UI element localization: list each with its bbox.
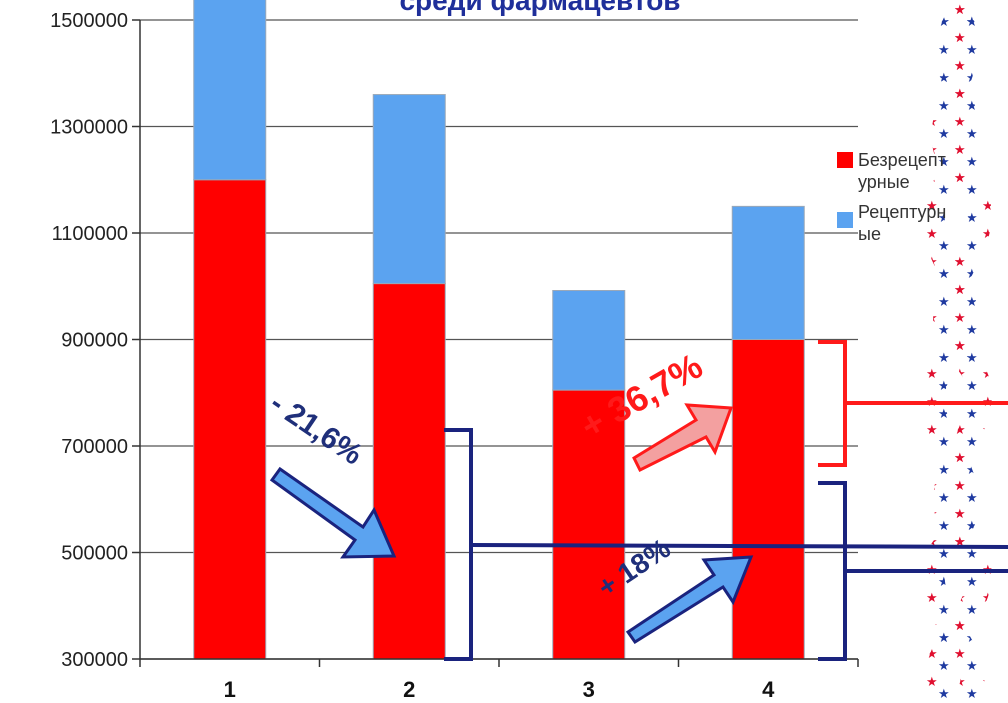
legend-label-1a: Безрецепт (858, 150, 946, 170)
annotation-minus-21-6: - 21,6% (264, 386, 368, 471)
bar-segment-rx-2 (372, 94, 446, 285)
annotation-brackets (444, 340, 1008, 661)
y-tick-label: 500000 (61, 543, 128, 565)
bar-segment-rx-4 (731, 205, 805, 340)
bracket-bar2 (444, 428, 473, 661)
legend-label-1b: урные (858, 172, 910, 192)
bar-segment-rx-3 (552, 290, 626, 391)
arrow-up-red-icon (632, 403, 734, 473)
bracket-bar4-blue (818, 481, 847, 661)
trend-arrows (269, 403, 754, 645)
bar-segment-otc-4 (731, 339, 805, 660)
legend-label-2b: ые (858, 224, 881, 244)
legend-swatch-red (837, 152, 853, 168)
x-tick-label: 1 (224, 677, 236, 702)
y-tick-label: 900000 (61, 330, 128, 352)
connector-line-blue-1 (470, 543, 1008, 549)
arrow-up-blue-icon (625, 555, 754, 645)
y-tick-label: 300000 (61, 649, 128, 671)
bar-segment-otc-3 (552, 389, 626, 660)
legend: Безрецепт урные Рецептурн ые (837, 150, 946, 244)
star-ribbon-decoration (920, 0, 992, 703)
bar-segment-rx-1 (193, 0, 267, 181)
chart-title: среди фармацевтов (399, 0, 680, 16)
bar-segment-otc-2 (372, 283, 446, 660)
y-tick-label: 1300000 (50, 117, 128, 139)
x-tick-label: 2 (403, 677, 415, 702)
legend-label-2a: Рецептурн (858, 202, 946, 222)
x-tick-labels: 1 2 3 4 (139, 659, 859, 702)
x-tick-label: 3 (583, 677, 595, 702)
y-tick-labels: 300000 500000 700000 900000 1100000 1300000 15… (50, 10, 140, 671)
legend-swatch-blue (837, 212, 853, 228)
x-tick-label: 4 (762, 677, 775, 702)
y-tick-label: 700000 (61, 436, 128, 458)
y-tick-label: 1500000 (50, 10, 128, 32)
y-tick-label: 1100000 (52, 223, 128, 245)
bars (193, 0, 805, 660)
bar-segment-otc-1 (193, 179, 267, 660)
arrow-down-icon (269, 466, 397, 559)
